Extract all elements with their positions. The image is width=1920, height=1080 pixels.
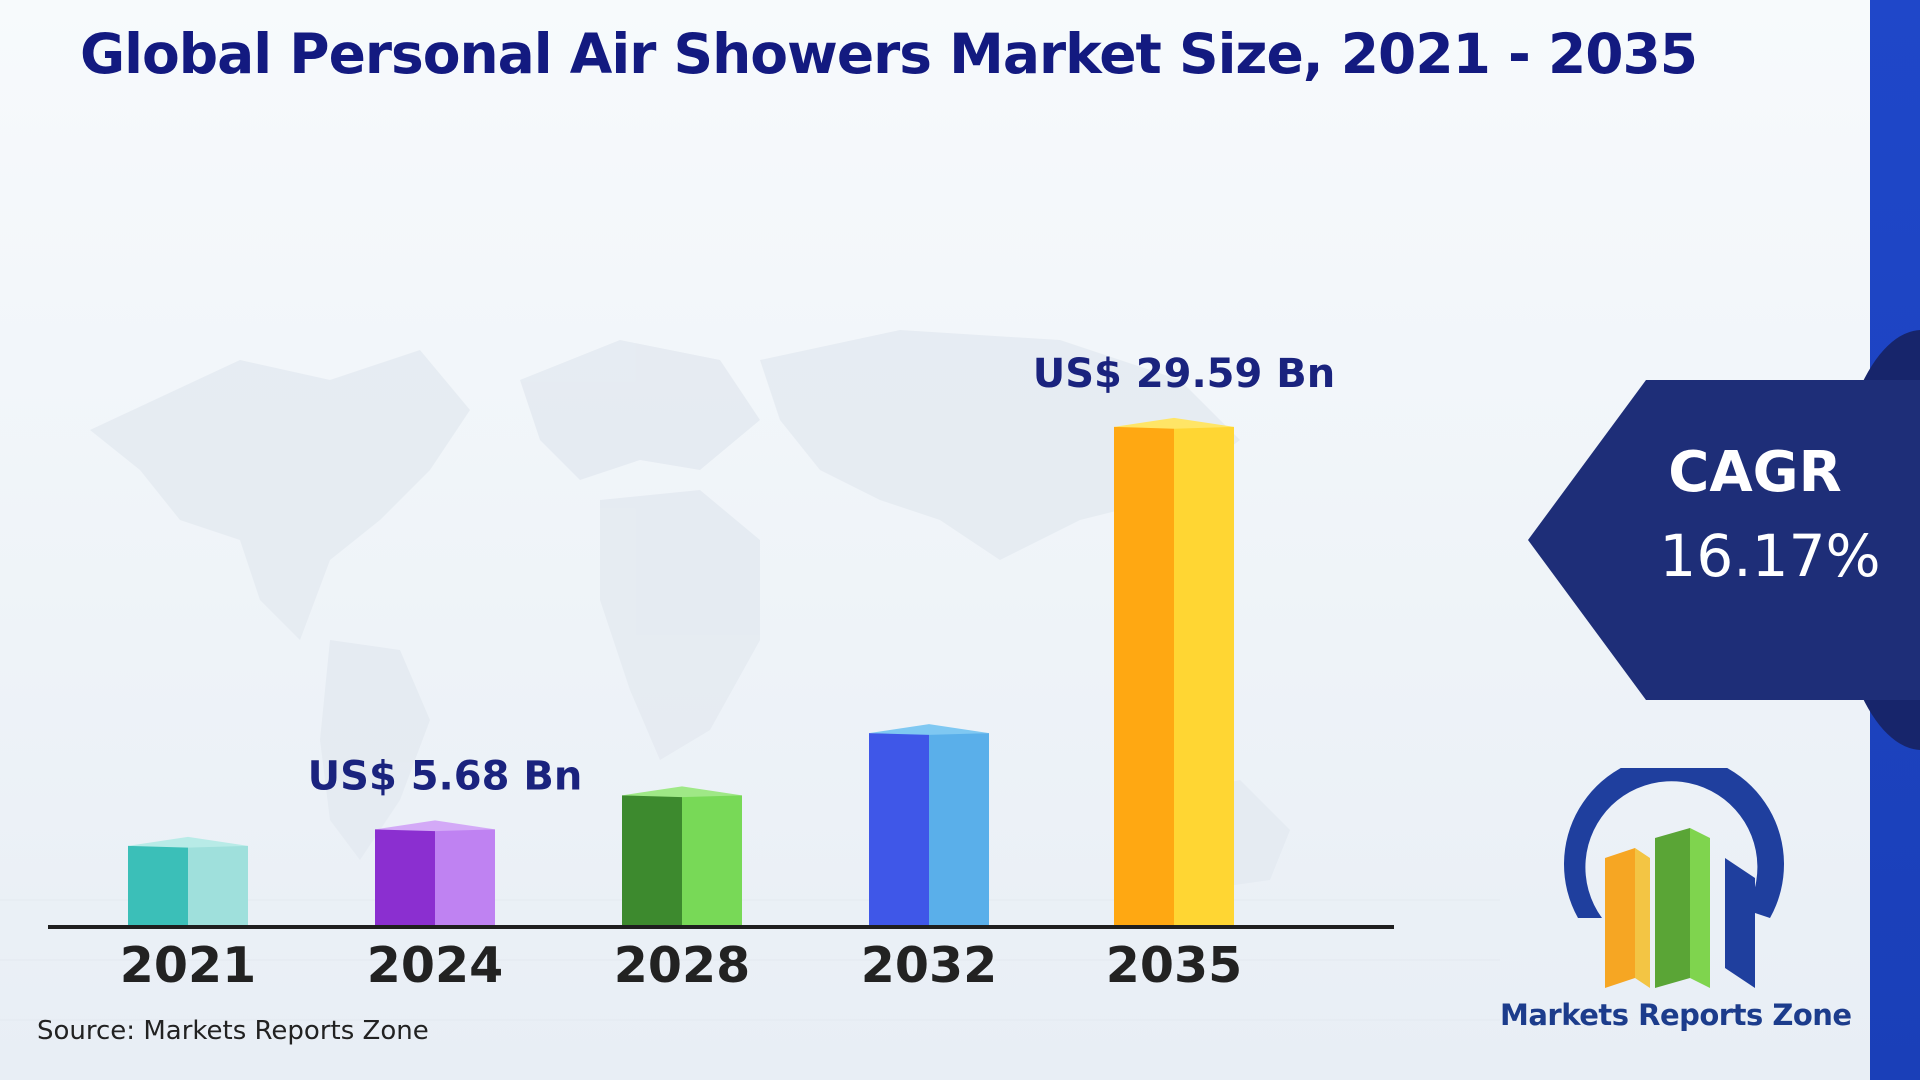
x-tick-label-2035: 2035 xyxy=(1106,937,1242,994)
bar-2024 xyxy=(375,820,495,925)
chart-title: Global Personal Air Showers Market Size,… xyxy=(80,22,1698,86)
markets-reports-zone-logo xyxy=(1564,768,1784,988)
cagr-label: CAGR xyxy=(1668,440,1842,505)
bar-top-face xyxy=(622,786,742,798)
x-tick-label-2024: 2024 xyxy=(367,937,503,994)
bar-front-face xyxy=(375,829,435,925)
bar-top-face xyxy=(1114,417,1234,429)
bar-2035 xyxy=(1114,417,1234,925)
bar-top-face xyxy=(869,724,989,735)
x-tick-label-2032: 2032 xyxy=(861,937,997,994)
bar-side-face xyxy=(929,733,989,925)
cagr-badge-shape xyxy=(1528,380,1920,700)
bar-2021 xyxy=(128,836,248,925)
bar-side-face xyxy=(682,795,742,925)
logo-wordmark: Markets Reports Zone xyxy=(1500,998,1852,1032)
source-note: Source: Markets Reports Zone xyxy=(37,1016,429,1046)
bar-front-face xyxy=(869,733,929,925)
cagr-value: 16.17% xyxy=(1659,522,1881,590)
data-label-2024: US$ 5.68 Bn xyxy=(308,753,583,799)
bar-front-face xyxy=(622,795,682,925)
bar-front-face xyxy=(128,845,188,925)
bar-2028 xyxy=(622,786,742,925)
x-tick-label-2028: 2028 xyxy=(614,937,750,994)
data-label-2035: US$ 29.59 Bn xyxy=(1033,351,1335,397)
bar-2032 xyxy=(869,724,989,925)
bar-side-face xyxy=(435,829,495,925)
bar-side-face xyxy=(1174,426,1234,925)
x-tick-label-2021: 2021 xyxy=(120,937,256,994)
bar-top-face xyxy=(375,820,495,832)
bar-front-face xyxy=(1114,426,1174,925)
bar-top-face xyxy=(128,836,248,848)
bar-side-face xyxy=(188,845,248,925)
cagr-badge xyxy=(1528,380,1920,700)
